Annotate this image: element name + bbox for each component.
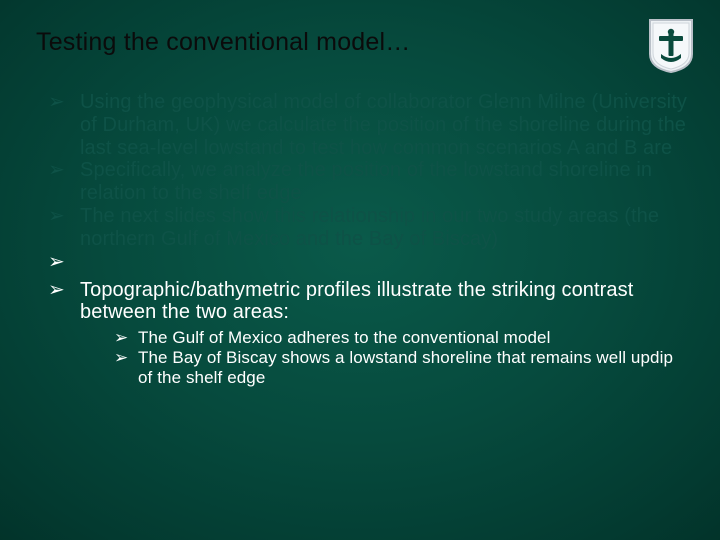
sub-bullet-item: The Bay of Biscay shows a lowstand shore… xyxy=(114,348,690,388)
university-shield-logo xyxy=(648,18,694,74)
slide-title: Testing the conventional model… xyxy=(36,28,690,57)
bullet-item: Using the geophysical model of collabora… xyxy=(48,91,690,159)
bullet-item: Topographic/bathymetric profiles illustr… xyxy=(48,279,690,389)
slide-container: Testing the conventional model… Using th… xyxy=(0,0,720,540)
sub-bullet-item: The Gulf of Mexico adheres to the conven… xyxy=(114,328,690,348)
sub-bullet-list: The Gulf of Mexico adheres to the conven… xyxy=(80,328,690,388)
spacer xyxy=(48,251,690,279)
bullet-item: The next slides show this relationship i… xyxy=(48,205,690,251)
bullet-item: Specifically, we analyze the position of… xyxy=(48,159,690,205)
bullet-text: Topographic/bathymetric profiles illustr… xyxy=(80,279,633,324)
bullet-list: Using the geophysical model of collabora… xyxy=(36,91,690,388)
